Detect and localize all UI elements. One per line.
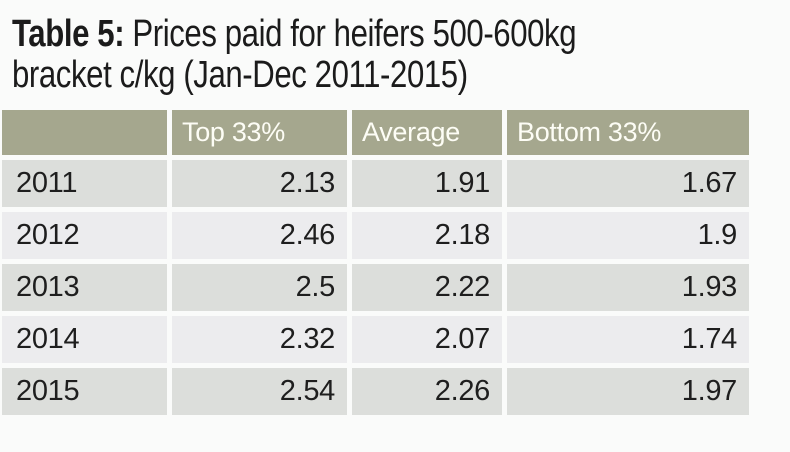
value-cell-top33: 2.54: [172, 368, 347, 415]
value-cell-bottom33: 1.97: [507, 368, 749, 415]
table-title-label: Table 5:: [12, 13, 125, 55]
value-cell-bottom33: 1.74: [507, 316, 749, 363]
year-cell: 2013: [2, 264, 167, 311]
value-cell-average: 2.22: [352, 264, 502, 311]
value-cell-bottom33: 1.9: [507, 212, 749, 259]
year-cell: 2012: [2, 212, 167, 259]
table-row-2011: 2011 2.13 1.91 1.67: [2, 160, 749, 207]
value-cell-average: 2.26: [352, 368, 502, 415]
header-row: Top 33% Average Bottom 33%: [2, 110, 749, 155]
table-title: Table 5: Prices paid for heifers 500-600…: [12, 14, 650, 96]
value-cell-top33: 2.32: [172, 316, 347, 363]
value-cell-average: 2.07: [352, 316, 502, 363]
table-row-2014: 2014 2.32 2.07 1.74: [2, 316, 749, 363]
table-row-2013: 2013 2.5 2.22 1.93: [2, 264, 749, 311]
table-row-2012: 2012 2.46 2.18 1.9: [2, 212, 749, 259]
table-row-2015: 2015 2.54 2.26 1.97: [2, 368, 749, 415]
value-cell-top33: 2.5: [172, 264, 347, 311]
table-title-line-1: Table 5: Prices paid for heifers 500-600…: [12, 14, 650, 55]
value-cell-average: 1.91: [352, 160, 502, 207]
year-cell: 2015: [2, 368, 167, 415]
prices-table: Top 33% Average Bottom 33% 2011 2.13 1.9…: [0, 105, 754, 420]
column-header-blank: [2, 110, 167, 155]
value-cell-average: 2.18: [352, 212, 502, 259]
value-cell-top33: 2.46: [172, 212, 347, 259]
value-cell-bottom33: 1.93: [507, 264, 749, 311]
column-header-top-33: Top 33%: [172, 110, 347, 155]
value-cell-top33: 2.13: [172, 160, 347, 207]
value-cell-bottom33: 1.67: [507, 160, 749, 207]
table-title-line-2: bracket c/kg (Jan-Dec 2011-2015): [12, 54, 468, 96]
year-cell: 2011: [2, 160, 167, 207]
column-header-average: Average: [352, 110, 502, 155]
column-header-bottom-33: Bottom 33%: [507, 110, 749, 155]
table-title-text: Prices paid for heifers 500-600kg: [124, 13, 577, 55]
year-cell: 2014: [2, 316, 167, 363]
